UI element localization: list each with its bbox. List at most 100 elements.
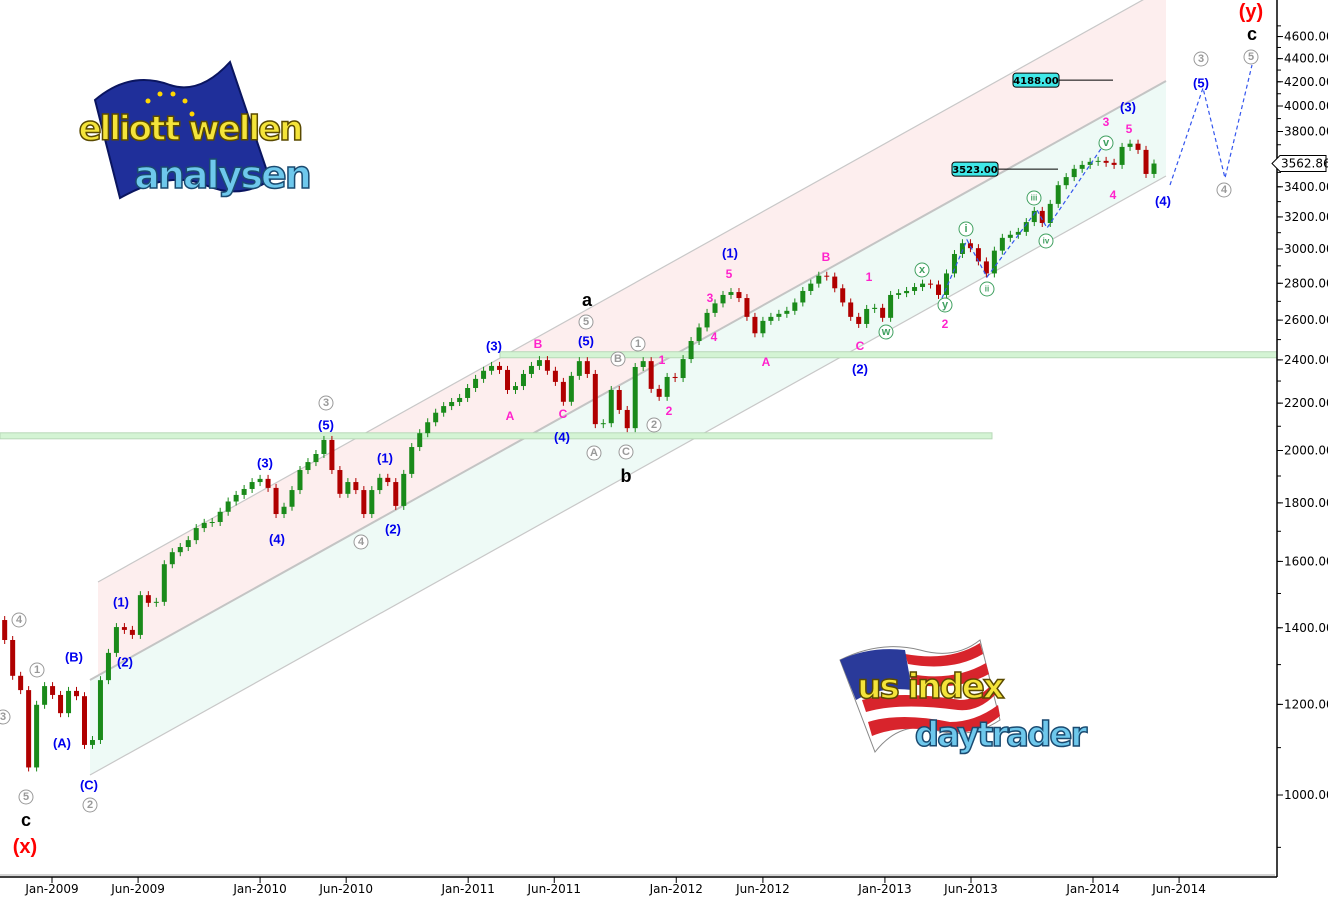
candle-body xyxy=(505,369,511,390)
candle-body xyxy=(1039,210,1045,224)
candle-body xyxy=(728,292,734,295)
wave-label-text: 2 xyxy=(942,317,949,331)
x-tick-label: Jan-2012 xyxy=(649,882,703,896)
candle-body xyxy=(592,373,598,425)
wave-label: C xyxy=(559,407,568,421)
wave-label: A xyxy=(586,445,602,461)
x-tick-label: Jun-2013 xyxy=(943,882,998,896)
candle-body xyxy=(385,477,391,483)
candle-body xyxy=(736,292,742,299)
wave-label-circle xyxy=(1216,182,1232,198)
price-level-box xyxy=(951,161,999,177)
wave-label-text: (4) xyxy=(554,430,570,445)
candle-body xyxy=(449,402,455,407)
x-tick-label: Jun-2011 xyxy=(526,882,581,896)
candle-body xyxy=(1007,234,1013,238)
wave-label-text: C xyxy=(622,446,630,458)
wave-label: 4 xyxy=(711,330,718,344)
wave-label-text: (B) xyxy=(65,650,83,665)
candle-body xyxy=(648,361,654,389)
candle-body xyxy=(768,316,774,321)
wave-label: A xyxy=(762,355,771,369)
candle-body xyxy=(417,433,423,448)
wave-label: (5) xyxy=(578,334,594,349)
candle-body xyxy=(1047,203,1053,224)
candle-body xyxy=(281,506,287,515)
candle-body xyxy=(161,564,167,602)
wave-label-text: 3 xyxy=(1103,115,1110,129)
candle-body xyxy=(241,488,247,495)
wave-label-circle xyxy=(937,297,953,313)
candle-body xyxy=(784,310,790,314)
channel-middle-line xyxy=(89,80,1167,681)
x-tick-label: Jun-2014 xyxy=(1151,882,1206,896)
candle-body xyxy=(1151,163,1157,174)
candle-body xyxy=(1031,210,1037,223)
candle-body xyxy=(999,237,1005,251)
forecast-path-dashed xyxy=(1169,64,1253,186)
eu-stars xyxy=(145,91,195,117)
wave-label-text: 1 xyxy=(866,270,873,284)
candle-body xyxy=(473,378,479,389)
wave-label-text: 2 xyxy=(651,419,657,431)
candle-body xyxy=(169,552,175,565)
candle-body xyxy=(584,361,590,374)
wave-label: 4 xyxy=(1110,188,1117,202)
wave-label-text: ii xyxy=(985,285,989,294)
wave-label: c xyxy=(1247,24,1257,44)
wave-label-circle xyxy=(318,395,334,411)
candle-body xyxy=(129,629,135,635)
wave-label: 1 xyxy=(866,270,873,284)
candle-body xyxy=(50,686,56,695)
candle-body xyxy=(217,511,223,523)
wave-label-text: 5 xyxy=(1248,51,1254,63)
wave-label: C xyxy=(618,444,634,460)
x-tick-label: Jan-2009 xyxy=(24,882,78,896)
x-tick-label: Jun-2009 xyxy=(110,882,165,896)
wave-label: (x) xyxy=(13,836,37,858)
candle-body xyxy=(10,639,16,676)
candle-body xyxy=(600,423,606,425)
candle-body xyxy=(137,595,143,635)
wave-label: (A) xyxy=(53,736,71,751)
wave-label-circle xyxy=(1193,51,1209,67)
candle-body xyxy=(840,288,846,303)
wave-label: 2 xyxy=(82,797,98,813)
candle-body xyxy=(1087,161,1093,165)
wave-label-text: y xyxy=(942,299,949,311)
wave-label-text: B xyxy=(822,250,831,264)
wave-label-text: 5 xyxy=(23,791,29,803)
last-price-marker xyxy=(1271,155,1327,173)
candle-body xyxy=(792,302,798,311)
wave-label-circle xyxy=(586,445,602,461)
wave-label: 3 xyxy=(0,709,11,725)
candle-body xyxy=(81,696,87,745)
candle-body xyxy=(512,386,518,390)
wave-label-text: (x) xyxy=(13,836,37,858)
candle-body xyxy=(361,490,367,515)
candle-body xyxy=(393,482,399,506)
candle-body xyxy=(177,547,183,553)
support-band-lower xyxy=(0,432,993,440)
candle-body xyxy=(624,409,630,429)
usindex-logo-line2: daytrader xyxy=(915,715,1088,755)
candle-body xyxy=(688,340,694,360)
wave-label: (4) xyxy=(1155,194,1171,209)
us-flag-canton xyxy=(840,649,912,700)
wave-label: 1 xyxy=(659,353,666,367)
candle-body xyxy=(201,522,207,529)
wave-label-text: (1) xyxy=(722,246,738,261)
wave-label: 2 xyxy=(942,317,949,331)
y-tick-label: 1600.00 xyxy=(1284,554,1328,568)
wave-label-text: 4 xyxy=(711,330,718,344)
candle-body xyxy=(1055,185,1061,204)
candle-body xyxy=(951,253,957,274)
wave-label-text: A xyxy=(590,447,598,459)
wave-label: 5 xyxy=(18,789,34,805)
x-tick-label: Jun-2012 xyxy=(735,882,790,896)
candle-body xyxy=(233,494,239,502)
candle-body xyxy=(959,243,965,254)
wave-label: 3 xyxy=(1103,115,1110,129)
candle-body xyxy=(744,298,750,317)
